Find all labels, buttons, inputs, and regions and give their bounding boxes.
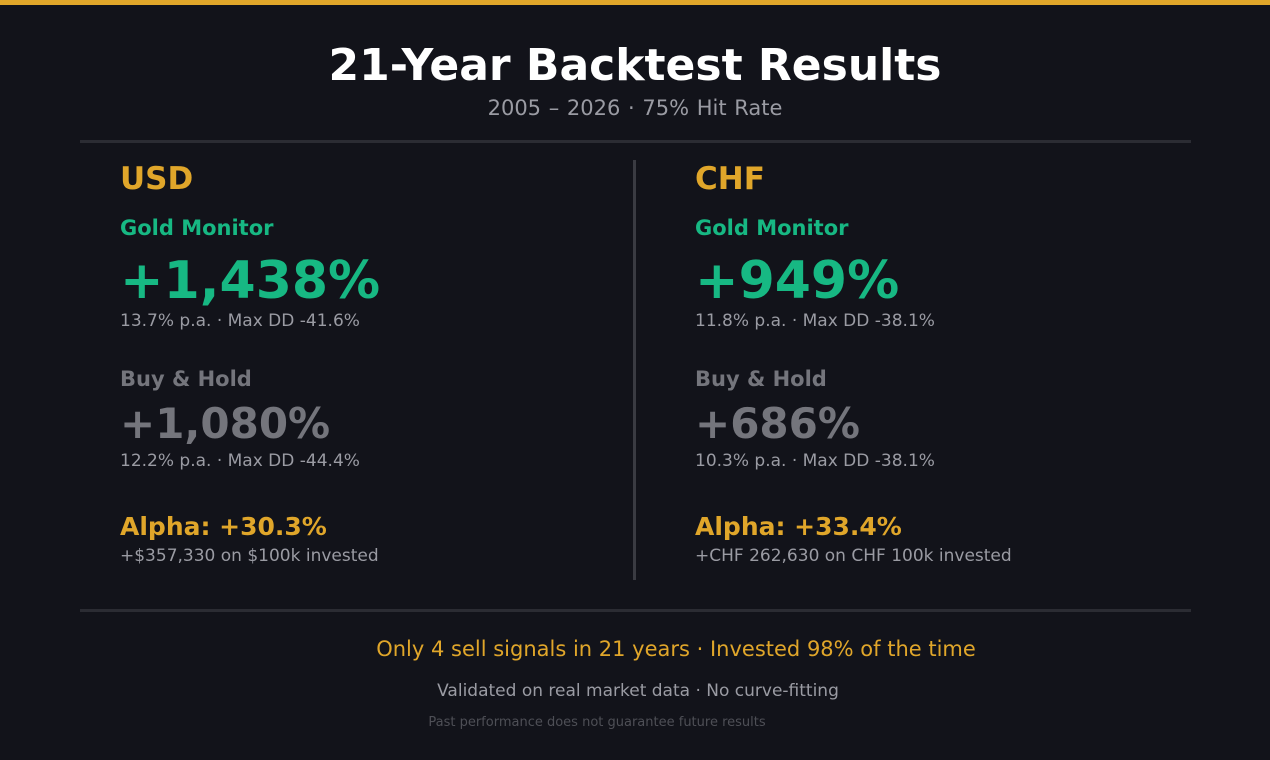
buy-hold-stats: 12.2% p.a. · Max DD -44.4% [120,451,360,471]
top-accent-bar [0,0,1270,5]
currency-heading: CHF [695,161,765,197]
alpha-value: Alpha: +33.4% [695,512,902,541]
footer-highlight: Only 4 sell signals in 21 years · Invest… [376,637,976,661]
footer-disclaimer: Past performance does not guarantee futu… [428,715,766,730]
alpha-note: +CHF 262,630 on CHF 100k invested [695,546,1012,566]
alpha-note: +$357,330 on $100k invested [120,546,379,566]
alpha-value: Alpha: +30.3% [120,512,327,541]
footer-validation: Validated on real market data · No curve… [437,681,839,701]
column-divider [633,160,636,580]
gold-monitor-stats: 11.8% p.a. · Max DD -38.1% [695,311,935,331]
page-title: 21-Year Backtest Results [328,40,942,91]
buy-hold-label: Buy & Hold [695,367,827,391]
bottom-divider [80,609,1191,612]
buy-hold-return: +1,080% [120,399,331,448]
currency-heading: USD [120,161,194,197]
gold-monitor-return: +1,438% [120,251,381,311]
buy-hold-return: +686% [695,399,860,448]
top-divider [80,140,1191,143]
gold-monitor-stats: 13.7% p.a. · Max DD -41.6% [120,311,360,331]
buy-hold-stats: 10.3% p.a. · Max DD -38.1% [695,451,935,471]
gold-monitor-return: +949% [695,251,900,311]
buy-hold-label: Buy & Hold [120,367,252,391]
gold-monitor-label: Gold Monitor [695,216,849,240]
page-subtitle: 2005 – 2026 · 75% Hit Rate [487,96,783,120]
gold-monitor-label: Gold Monitor [120,216,274,240]
